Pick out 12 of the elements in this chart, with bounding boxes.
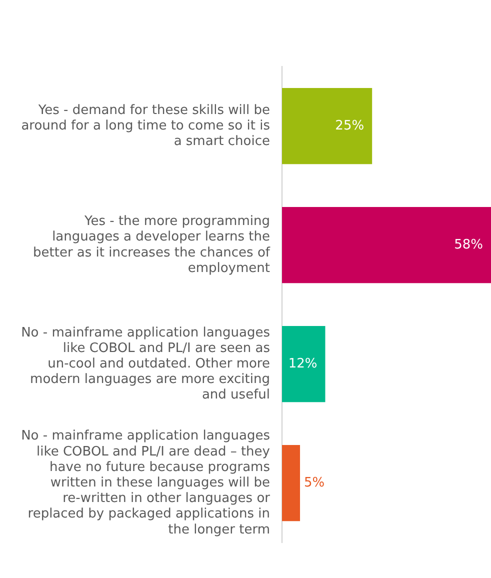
data-label: 25%	[335, 118, 364, 134]
bar	[282, 207, 491, 284]
y-tick-label: Yes - demand for these skills will be around for a long time to come so it is a smart choice	[21, 102, 270, 150]
data-label: 12%	[288, 356, 318, 372]
y-tick-label: Yes - the more programming languages a developer learns the better as it increases the chances of employment	[33, 214, 270, 276]
bar	[282, 445, 300, 522]
bar	[282, 326, 326, 402]
y-tick-label: No - mainframe application languages like COBOL and PL/I are seen as un-cool and outdated. Other more modern languages are more exciting and useful	[21, 325, 270, 403]
y-tick-label: No - mainframe application languages like COBOL and PL/I are dead – they have no future because programs written in these languages will be re-written in other languages or replaced by packaged applications in the longer term	[21, 428, 271, 538]
data-label: 5%	[304, 475, 325, 490]
bar	[282, 88, 372, 164]
data-label: 58%	[454, 237, 483, 252]
